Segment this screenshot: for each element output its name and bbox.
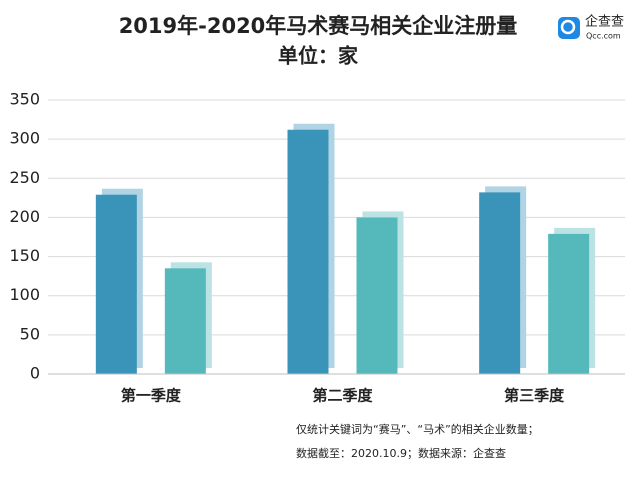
logo: 企查查 Qcc.com <box>558 14 624 41</box>
x-tick-label: 第三季度 <box>504 387 565 405</box>
logo-icon-ring <box>560 19 576 35</box>
y-tick-label: 350 <box>9 90 40 109</box>
bar <box>356 217 398 374</box>
y-tick-label: 200 <box>9 207 40 226</box>
y-tick-label: 0 <box>30 364 40 383</box>
footnote: 仅统计关键词为“赛马”、“马术”的相关企业数量； <box>296 422 539 436</box>
bar <box>95 194 137 374</box>
logo-domain: Qcc.com <box>586 32 621 41</box>
chart-subtitle: 单位：家 <box>278 44 359 68</box>
x-tick-label: 第一季度 <box>121 387 182 405</box>
x-tick-label: 第二季度 <box>312 387 373 405</box>
logo-name: 企查查 <box>585 14 624 30</box>
bar <box>164 268 206 374</box>
y-tick-label: 150 <box>9 246 40 265</box>
chart-title: 2019年-2020年马术赛马相关企业注册量 <box>119 14 518 38</box>
y-tick-label: 250 <box>9 168 40 187</box>
footnote: 数据截至：2020.10.9；数据来源：企查查 <box>296 446 506 460</box>
bar <box>287 129 329 374</box>
bar <box>479 192 521 374</box>
y-tick-label: 100 <box>9 285 40 304</box>
bar <box>548 233 590 374</box>
y-tick-label: 300 <box>9 129 40 148</box>
y-tick-label: 50 <box>20 324 40 343</box>
